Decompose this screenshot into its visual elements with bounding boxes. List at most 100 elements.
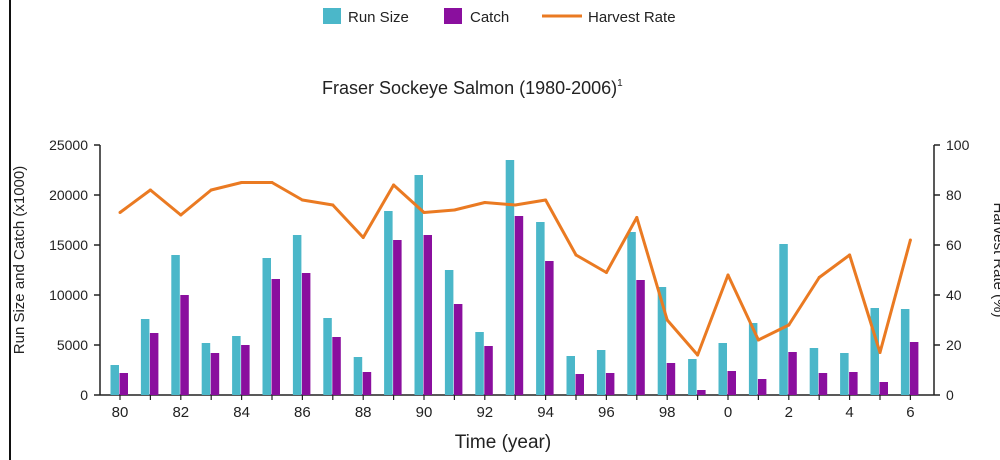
- y-left-tick-label: 5000: [57, 337, 88, 353]
- y-right-tick-label: 40: [946, 287, 962, 303]
- x-tick-label: 80: [112, 404, 129, 421]
- point-harvest-rate: [604, 271, 608, 274]
- bar-catch: [575, 374, 584, 395]
- y-right-tick-label: 60: [946, 237, 962, 253]
- bar-catch: [393, 240, 402, 395]
- x-tick-label: 96: [598, 404, 615, 421]
- bar-run-size: [444, 270, 454, 395]
- point-harvest-rate: [726, 273, 730, 277]
- y-axis-left-label: Run Size and Catch (x1000): [11, 166, 28, 354]
- bar-run-size: [232, 336, 241, 395]
- legend-swatch-catch: [444, 8, 462, 24]
- chart-title-text: Fraser Sockeye Salmon (1980-2006): [322, 78, 617, 98]
- y-left-tick-label: 0: [80, 387, 88, 403]
- bar-series: [110, 160, 919, 395]
- point-harvest-rate: [544, 198, 548, 202]
- bar-run-size: [748, 323, 758, 395]
- chart-title-superscript: 1: [617, 78, 623, 89]
- bar-catch: [119, 373, 128, 395]
- x-axis-label: Time (year): [455, 432, 551, 453]
- bar-run-size: [323, 318, 332, 395]
- bar-catch: [788, 352, 797, 395]
- bar-run-size: [414, 175, 423, 395]
- bar-run-size: [536, 222, 545, 395]
- bar-run-size: [627, 232, 636, 395]
- legend-label-catch: Catch: [470, 9, 509, 26]
- point-harvest-rate: [209, 188, 213, 192]
- point-harvest-rate: [331, 203, 335, 207]
- point-harvest-rate: [878, 351, 882, 354]
- point-harvest-rate: [696, 353, 700, 357]
- point-harvest-rate: [452, 208, 456, 212]
- x-axis-ticks: 80 82 84 86 88 90 92 94 96 98 0 2 4 6: [112, 395, 915, 421]
- point-harvest-rate: [817, 276, 821, 279]
- bar-catch: [849, 372, 858, 395]
- x-tick-label: 6: [906, 404, 914, 421]
- y-right-tick-label: 80: [946, 187, 962, 203]
- legend-swatch-run-size: [323, 8, 341, 24]
- bar-catch: [605, 373, 615, 395]
- point-harvest-rate: [483, 201, 487, 204]
- point-harvest-rate: [118, 211, 122, 214]
- y-left-tick-label: 15000: [49, 237, 88, 253]
- legend-label-harvest-rate: Harvest Rate: [588, 9, 676, 26]
- bar-catch: [301, 273, 311, 395]
- y-left-tick-label: 25000: [49, 137, 88, 153]
- bar-catch: [453, 304, 463, 395]
- bar-run-size: [201, 343, 211, 395]
- bar-run-size: [262, 258, 271, 395]
- bar-catch: [149, 333, 159, 395]
- bar-run-size: [779, 244, 788, 395]
- y-left-tick-label: 20000: [49, 187, 88, 203]
- point-harvest-rate: [848, 253, 852, 257]
- y-right-tick-label: 0: [946, 387, 954, 403]
- bar-run-size: [110, 365, 119, 395]
- x-tick-label: 2: [785, 404, 793, 421]
- point-harvest-rate: [392, 183, 396, 187]
- bar-catch: [271, 279, 280, 395]
- x-tick-label: 94: [537, 404, 554, 421]
- bar-run-size: [870, 308, 879, 395]
- bar-catch: [818, 373, 828, 395]
- bar-catch: [697, 390, 706, 395]
- point-harvest-rate: [756, 338, 760, 342]
- bar-run-size: [809, 348, 819, 395]
- bar-run-size: [688, 359, 697, 395]
- x-tick-label: 98: [659, 404, 676, 421]
- x-tick-label: 86: [294, 404, 311, 421]
- bar-run-size: [505, 160, 515, 395]
- bar-run-size: [475, 332, 484, 395]
- bar-catch: [879, 382, 888, 395]
- x-tick-label: 84: [233, 404, 250, 421]
- point-harvest-rate: [908, 238, 912, 242]
- y-left-tick-label: 10000: [49, 287, 88, 303]
- bar-run-size: [718, 343, 727, 395]
- point-harvest-rate: [422, 211, 426, 214]
- bar-catch: [545, 261, 554, 395]
- point-harvest-rate: [787, 323, 791, 327]
- chart-title: Fraser Sockeye Salmon (1980-2006)1: [322, 78, 623, 98]
- bar-catch: [332, 337, 341, 395]
- bar-catch: [636, 280, 645, 395]
- bar-catch: [423, 235, 432, 395]
- x-tick-label: 88: [355, 404, 372, 421]
- legend-label-run-size: Run Size: [348, 9, 409, 26]
- x-tick-label: 82: [172, 404, 189, 421]
- bar-catch: [180, 295, 189, 395]
- bar-run-size: [900, 309, 910, 395]
- x-tick-label: 90: [416, 404, 433, 421]
- line-series: [118, 181, 912, 357]
- bar-catch: [666, 363, 676, 395]
- bar-run-size: [384, 211, 393, 395]
- point-harvest-rate: [270, 181, 274, 184]
- y-axis-right-label: Harvest Rate (%): [990, 202, 1000, 317]
- bar-catch: [757, 379, 767, 395]
- y-axis-right-ticks: 0 20 40 60 80 100: [934, 137, 970, 403]
- point-harvest-rate: [665, 318, 669, 322]
- bar-run-size: [292, 235, 302, 395]
- bar-run-size: [171, 255, 180, 395]
- bar-run-size: [596, 350, 606, 395]
- point-harvest-rate: [148, 188, 152, 192]
- point-harvest-rate: [240, 181, 244, 184]
